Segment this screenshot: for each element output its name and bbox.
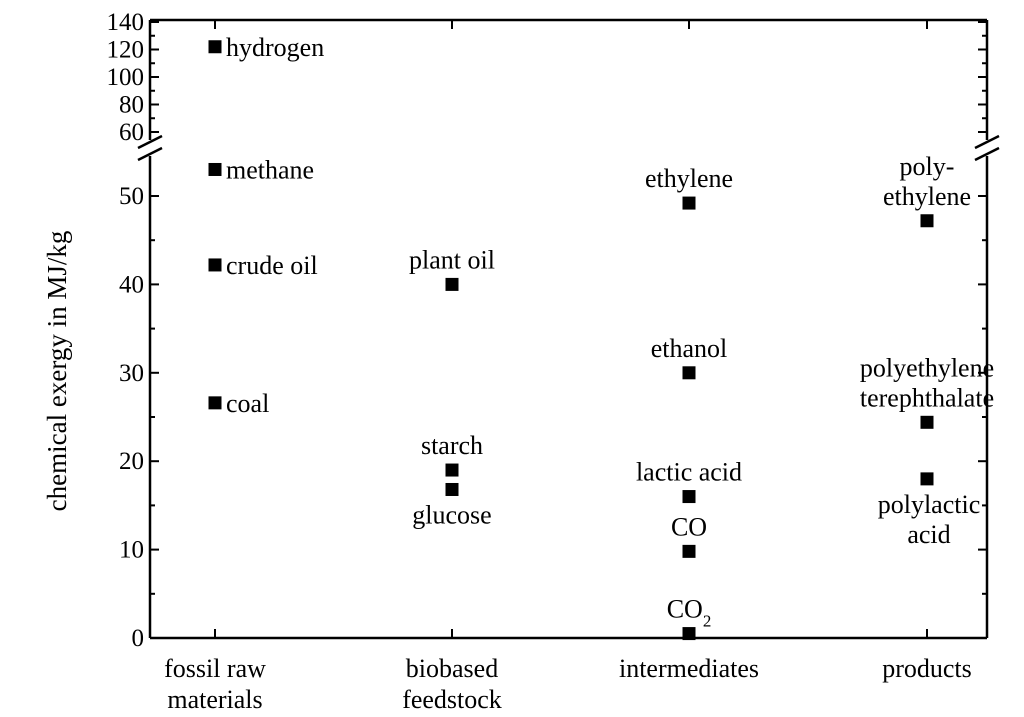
x-category-labels: fossil raw materials biobased feedstock inte… [164,654,972,714]
axis-ticks [150,20,987,639]
data-point-label: glucose [412,500,491,529]
data-point [920,472,934,486]
data-point-label: polylactic acid [878,490,981,549]
y-tick-label: 140 [107,9,145,36]
data-point-label: methane [226,155,314,184]
data-point-label: crude oil [226,251,318,280]
data-point [682,366,696,380]
y-tick-label: 120 [107,37,145,64]
axis-break-right [974,134,1000,162]
x-category-label: fossil raw materials [164,654,266,714]
data-point [682,196,696,210]
y-tick-label: 50 [119,183,144,210]
y-tick-label: 40 [119,271,144,298]
y-tick-label: 0 [132,625,145,652]
axis-break-left [137,134,163,162]
data-point [445,482,459,496]
data-points [208,40,934,641]
data-point-label: poly-ethylene [883,152,971,211]
data-point [682,544,696,558]
x-category-label: intermediates [619,654,759,683]
plot-frame [137,18,1000,640]
x-category-label: biobased feedstock [402,654,502,714]
data-point [208,162,222,176]
data-point [445,277,459,291]
data-point-label: coal [226,389,269,418]
data-point [445,463,459,477]
data-point [208,396,222,410]
y-tick-label: 20 [119,448,144,475]
data-point-label: CO2 [667,595,712,631]
data-point-label: lactic acid [636,458,742,487]
data-point-label: starch [421,431,483,460]
data-point [208,40,222,54]
y-tick-label: 80 [119,92,144,119]
data-point [682,490,696,504]
y-tick-label: 30 [119,360,144,387]
data-point-label: plant oil [409,245,495,274]
y-axis-title: chemical exergy in MJ/kg [42,231,72,512]
data-point-label: ethanol [651,334,728,363]
data-point [920,415,934,429]
data-point-label: polyethylene terephthalate [860,353,994,412]
data-point [682,627,696,641]
data-point-label: ethylene [645,164,733,193]
data-point-labels: hydrogen methane crude oil coal plant oil sta… [226,33,994,631]
data-point [920,214,934,228]
data-point-label: CO [671,512,707,541]
data-point-label: hydrogen [226,33,324,62]
data-point [208,258,222,272]
y-tick-label: 60 [119,119,144,146]
y-tick-label: 100 [107,64,145,91]
y-tick-label: 10 [119,537,144,564]
x-category-label: products [882,654,972,683]
